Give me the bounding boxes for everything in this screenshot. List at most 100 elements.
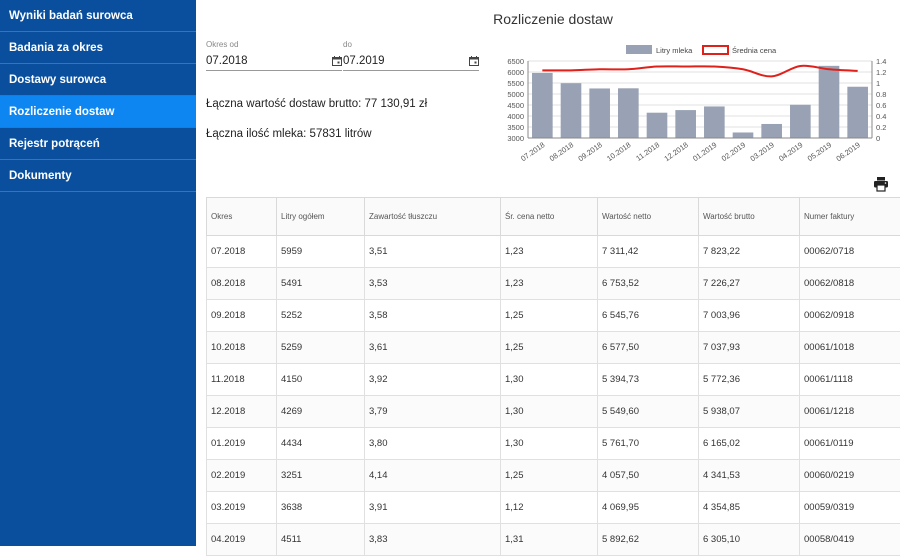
calendar-icon[interactable] bbox=[332, 56, 342, 66]
table-cell-zawartosc-tluszczu: 3,58 bbox=[365, 300, 501, 332]
table-cell-zawartosc-tluszczu: 4,14 bbox=[365, 460, 501, 492]
y-left-tick-label: 5000 bbox=[507, 90, 524, 99]
table-cell-okres: 11.2018 bbox=[207, 364, 277, 396]
table-cell-zawartosc-tluszczu: 3,83 bbox=[365, 524, 501, 556]
deliveries-chart: 3000350040004500500055006000650000.20.40… bbox=[488, 40, 900, 185]
table-cell-numer-faktury: 00062/0818 bbox=[800, 268, 900, 300]
bar-litry-mleka bbox=[618, 88, 639, 138]
y-right-tick-label: 1 bbox=[876, 79, 880, 88]
table-cell-litry-ogolem: 4511 bbox=[277, 524, 365, 556]
table-cell-zawartosc-tluszczu: 3,80 bbox=[365, 428, 501, 460]
x-tick-label: 04.2019 bbox=[777, 140, 804, 163]
legend-label-srednia-cena: Średnia cena bbox=[732, 46, 777, 55]
column-header-zawartosc-tluszczu: Zawartość tłuszczu bbox=[365, 198, 501, 236]
date-to-field[interactable]: do 07.2019 bbox=[343, 40, 479, 71]
table-cell-litry-ogolem: 5259 bbox=[277, 332, 365, 364]
y-right-tick-label: 0.2 bbox=[876, 123, 886, 132]
table-cell-sr-cena-netto: 1,12 bbox=[501, 492, 598, 524]
table-cell-okres: 07.2018 bbox=[207, 236, 277, 268]
table-cell-wartosc-brutto: 7 226,27 bbox=[699, 268, 800, 300]
main-content: Rozliczenie dostaw Okres od 07.2018 do 0… bbox=[196, 0, 900, 546]
x-tick-label: 02.2019 bbox=[720, 140, 747, 163]
bar-litry-mleka bbox=[733, 132, 754, 138]
table-cell-numer-faktury: 00061/1018 bbox=[800, 332, 900, 364]
bar-litry-mleka bbox=[790, 105, 811, 138]
sidebar-item-dostawy-surowca[interactable]: Dostawy surowca bbox=[0, 64, 196, 96]
page-title: Rozliczenie dostaw bbox=[196, 11, 900, 27]
table-cell-sr-cena-netto: 1,30 bbox=[501, 428, 598, 460]
date-to-value[interactable]: 07.2019 bbox=[343, 55, 385, 67]
table-cell-okres: 02.2019 bbox=[207, 460, 277, 492]
table-cell-sr-cena-netto: 1,23 bbox=[501, 268, 598, 300]
bar-litry-mleka bbox=[675, 110, 696, 138]
sidebar-item-rejestr-potracen[interactable]: Rejestr potrąceń bbox=[0, 128, 196, 160]
bar-litry-mleka bbox=[847, 87, 868, 138]
table-cell-wartosc-netto: 6 577,50 bbox=[598, 332, 699, 364]
y-right-tick-label: 0 bbox=[876, 134, 880, 143]
sidebar-item-dokumenty[interactable]: Dokumenty bbox=[0, 160, 196, 192]
y-left-tick-label: 6500 bbox=[507, 57, 524, 66]
y-left-tick-label: 3000 bbox=[507, 134, 524, 143]
y-left-tick-label: 4000 bbox=[507, 112, 524, 121]
printer-icon[interactable] bbox=[873, 176, 889, 192]
y-left-tick-label: 5500 bbox=[507, 79, 524, 88]
sidebar-item-rozliczenie-dostaw[interactable]: Rozliczenie dostaw bbox=[0, 96, 196, 128]
x-tick-label: 05.2019 bbox=[806, 140, 833, 163]
table-cell-zawartosc-tluszczu: 3,79 bbox=[365, 396, 501, 428]
date-from-label: Okres od bbox=[206, 40, 342, 51]
table-cell-wartosc-netto: 4 057,50 bbox=[598, 460, 699, 492]
table-cell-litry-ogolem: 4150 bbox=[277, 364, 365, 396]
bar-litry-mleka bbox=[761, 124, 782, 138]
sidebar-item-badania-za-okres[interactable]: Badania za okres bbox=[0, 32, 196, 64]
table-cell-zawartosc-tluszczu: 3,61 bbox=[365, 332, 501, 364]
date-from-field[interactable]: Okres od 07.2018 bbox=[206, 40, 342, 71]
table-cell-litry-ogolem: 5959 bbox=[277, 236, 365, 268]
date-from-value[interactable]: 07.2018 bbox=[206, 55, 248, 67]
y-right-tick-label: 0.4 bbox=[876, 112, 886, 121]
column-header-sr-cena-netto: Śr. cena netto bbox=[501, 198, 598, 236]
table-cell-litry-ogolem: 5252 bbox=[277, 300, 365, 332]
table-cell-litry-ogolem: 4434 bbox=[277, 428, 365, 460]
bar-litry-mleka bbox=[561, 83, 582, 138]
x-tick-label: 10.2018 bbox=[605, 140, 632, 163]
x-tick-label: 06.2019 bbox=[834, 140, 861, 163]
column-header-okres: Okres bbox=[207, 198, 277, 236]
table-cell-sr-cena-netto: 1,31 bbox=[501, 524, 598, 556]
table-cell-okres: 01.2019 bbox=[207, 428, 277, 460]
y-right-tick-label: 1.4 bbox=[876, 57, 886, 66]
table-cell-zawartosc-tluszczu: 3,91 bbox=[365, 492, 501, 524]
table-cell-sr-cena-netto: 1,25 bbox=[501, 300, 598, 332]
bar-litry-mleka bbox=[589, 88, 610, 138]
table-cell-numer-faktury: 00060/0219 bbox=[800, 460, 900, 492]
table-cell-sr-cena-netto: 1,25 bbox=[501, 460, 598, 492]
column-header-wartosc-brutto: Wartość brutto bbox=[699, 198, 800, 236]
table-cell-wartosc-netto: 4 069,95 bbox=[598, 492, 699, 524]
x-tick-label: 03.2019 bbox=[748, 140, 775, 163]
x-tick-label: 11.2018 bbox=[634, 140, 661, 163]
table-cell-litry-ogolem: 3638 bbox=[277, 492, 365, 524]
sidebar-item-wyniki-badan[interactable]: Wyniki badań surowca bbox=[0, 0, 196, 32]
bar-litry-mleka bbox=[647, 113, 668, 138]
table-cell-numer-faktury: 00061/1218 bbox=[800, 396, 900, 428]
y-left-tick-label: 4500 bbox=[507, 101, 524, 110]
calendar-icon[interactable] bbox=[469, 56, 479, 66]
table-cell-wartosc-brutto: 5 938,07 bbox=[699, 396, 800, 428]
x-tick-label: 07.2018 bbox=[519, 140, 546, 163]
table-cell-numer-faktury: 00062/0718 bbox=[800, 236, 900, 268]
table-cell-sr-cena-netto: 1,30 bbox=[501, 396, 598, 428]
date-to-label: do bbox=[343, 40, 479, 51]
legend-swatch-srednia-cena bbox=[703, 46, 728, 54]
table-cell-okres: 03.2019 bbox=[207, 492, 277, 524]
y-right-tick-label: 1.2 bbox=[876, 68, 886, 77]
table-cell-wartosc-brutto: 6 165,02 bbox=[699, 428, 800, 460]
x-tick-label: 01.2019 bbox=[691, 140, 718, 163]
table-cell-wartosc-brutto: 4 354,85 bbox=[699, 492, 800, 524]
y-right-tick-label: 0.6 bbox=[876, 101, 886, 110]
table-cell-numer-faktury: 00062/0918 bbox=[800, 300, 900, 332]
